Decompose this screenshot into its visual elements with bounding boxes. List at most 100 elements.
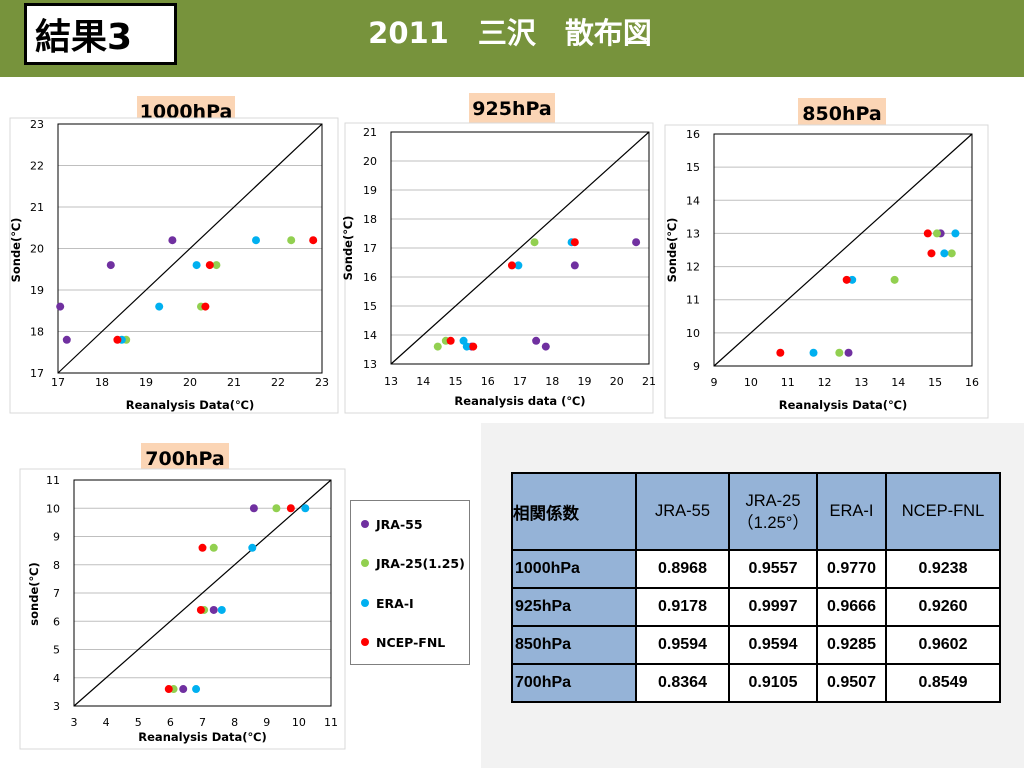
table-cell: 0.9997 — [728, 587, 818, 627]
x-tick-label: 14 — [891, 376, 905, 389]
y-tick-label: 5 — [53, 644, 60, 657]
x-tick-label: 8 — [231, 716, 238, 729]
x-tick-label: 14 — [416, 375, 430, 388]
table-header-cell: JRA-25 （1.25°） — [728, 472, 818, 551]
legend-item-jra25: JRA-25(1.25) — [361, 555, 465, 571]
table-cell: 0.9594 — [635, 625, 730, 665]
y-tick-label: 10 — [686, 327, 700, 340]
x-axis-title: Reanalysis data (℃) — [454, 394, 585, 408]
x-tick-label: 17 — [51, 376, 65, 389]
table-row: 850hPa 0.9594 0.9594 0.9285 0.9602 — [511, 625, 1001, 665]
y-tick-label: 16 — [363, 271, 377, 284]
y-tick-label: 17 — [363, 242, 377, 255]
table-cell: 0.8549 — [885, 663, 1001, 703]
y-tick-label: 18 — [30, 326, 44, 339]
table-row-label: 850hPa — [511, 625, 637, 665]
legend-label: JRA-55 — [376, 516, 423, 532]
table-row-label: 1000hPa — [511, 549, 637, 589]
header-bar: 結果3 2011 三沢 散布図 — [0, 0, 1024, 77]
data-point — [113, 335, 122, 344]
data-point — [309, 236, 318, 245]
data-point — [940, 249, 949, 258]
legend-marker — [361, 638, 369, 646]
data-point — [196, 605, 205, 614]
y-tick-label: 13 — [686, 227, 700, 240]
x-tick-label: 3 — [71, 716, 78, 729]
data-point — [923, 229, 932, 238]
data-point — [205, 261, 214, 270]
y-tick-label: 10 — [46, 502, 60, 515]
data-point — [541, 342, 550, 351]
table-corner-cell: 相関係数 — [511, 472, 637, 551]
chart-area-border — [9, 117, 339, 414]
data-point — [106, 261, 115, 270]
plot-frame — [713, 133, 973, 367]
one-to-one-line — [57, 123, 323, 374]
x-tick-label: 15 — [928, 376, 942, 389]
y-tick-label: 13 — [363, 358, 377, 371]
y-tick-label: 18 — [363, 213, 377, 226]
y-tick-label: 9 — [53, 531, 60, 544]
data-point — [507, 261, 516, 270]
data-point — [570, 261, 579, 270]
data-point — [249, 504, 258, 513]
data-point — [530, 238, 539, 247]
y-tick-label: 19 — [363, 184, 377, 197]
x-tick-label: 20 — [183, 376, 197, 389]
one-to-one-line — [713, 133, 973, 367]
legend-label: ERA-I — [376, 595, 414, 611]
data-point — [890, 275, 899, 284]
table-cell: 0.8968 — [635, 549, 730, 589]
y-tick-label: 20 — [30, 243, 44, 256]
y-tick-label: 11 — [46, 474, 60, 487]
data-point — [809, 348, 818, 357]
legend-label: NCEP-FNL — [376, 634, 446, 650]
table-cell: 0.8364 — [635, 663, 730, 703]
one-to-one-line — [390, 131, 650, 365]
data-point — [248, 543, 257, 552]
table-row-label: 700hPa — [511, 663, 637, 703]
data-point — [252, 236, 260, 245]
legend-item-ncep: NCEP-FNL — [361, 634, 445, 650]
table-cell: 0.9260 — [885, 587, 1001, 627]
table-header-cell: NCEP-FNL — [885, 472, 1001, 551]
data-point — [287, 236, 296, 245]
x-tick-label: 10 — [744, 376, 758, 389]
table-row: 700hPa 0.8364 0.9105 0.9507 0.8549 — [511, 663, 1001, 703]
data-point — [835, 348, 844, 357]
correlation-table: 相関係数 JRA-55 JRA-25 （1.25°） ERA-I NCEP-FN… — [511, 472, 1001, 703]
data-point — [56, 302, 65, 311]
legend-label: JRA-25(1.25) — [376, 555, 465, 571]
x-tick-label: 18 — [545, 375, 559, 388]
chart-legend: JRA-55 JRA-25(1.25) ERA-I NCEP-FNL — [350, 500, 470, 665]
x-tick-label: 11 — [781, 376, 795, 389]
data-point — [217, 605, 226, 614]
x-tick-label: 23 — [315, 376, 329, 389]
y-axis-title: Sonde(℃) — [9, 218, 23, 283]
data-point — [212, 261, 221, 270]
y-axis-title: Sonde(℃) — [341, 216, 355, 281]
data-point — [951, 229, 960, 238]
x-tick-label: 18 — [95, 376, 109, 389]
y-tick-label: 14 — [686, 194, 700, 207]
x-tick-label: 19 — [578, 375, 592, 388]
table-header-cell: JRA-55 — [635, 472, 730, 551]
x-tick-label: 11 — [324, 716, 338, 729]
table-header-row: 相関係数 JRA-55 JRA-25 （1.25°） ERA-I NCEP-FN… — [511, 472, 1001, 551]
y-tick-label: 16 — [686, 128, 700, 141]
data-point — [301, 504, 310, 513]
data-point — [433, 342, 442, 351]
x-tick-label: 19 — [139, 376, 153, 389]
x-tick-label: 21 — [227, 376, 241, 389]
chart-area-border — [664, 124, 989, 419]
table-cell: 0.9238 — [885, 549, 1001, 589]
y-tick-label: 14 — [363, 329, 377, 342]
table-cell: 0.9178 — [635, 587, 730, 627]
y-axis-title: Sonde(℃) — [665, 218, 679, 283]
table-row-label: 925hPa — [511, 587, 637, 627]
x-tick-label: 7 — [199, 716, 206, 729]
data-point — [62, 335, 71, 344]
data-point — [632, 238, 641, 247]
x-tick-label: 22 — [271, 376, 285, 389]
